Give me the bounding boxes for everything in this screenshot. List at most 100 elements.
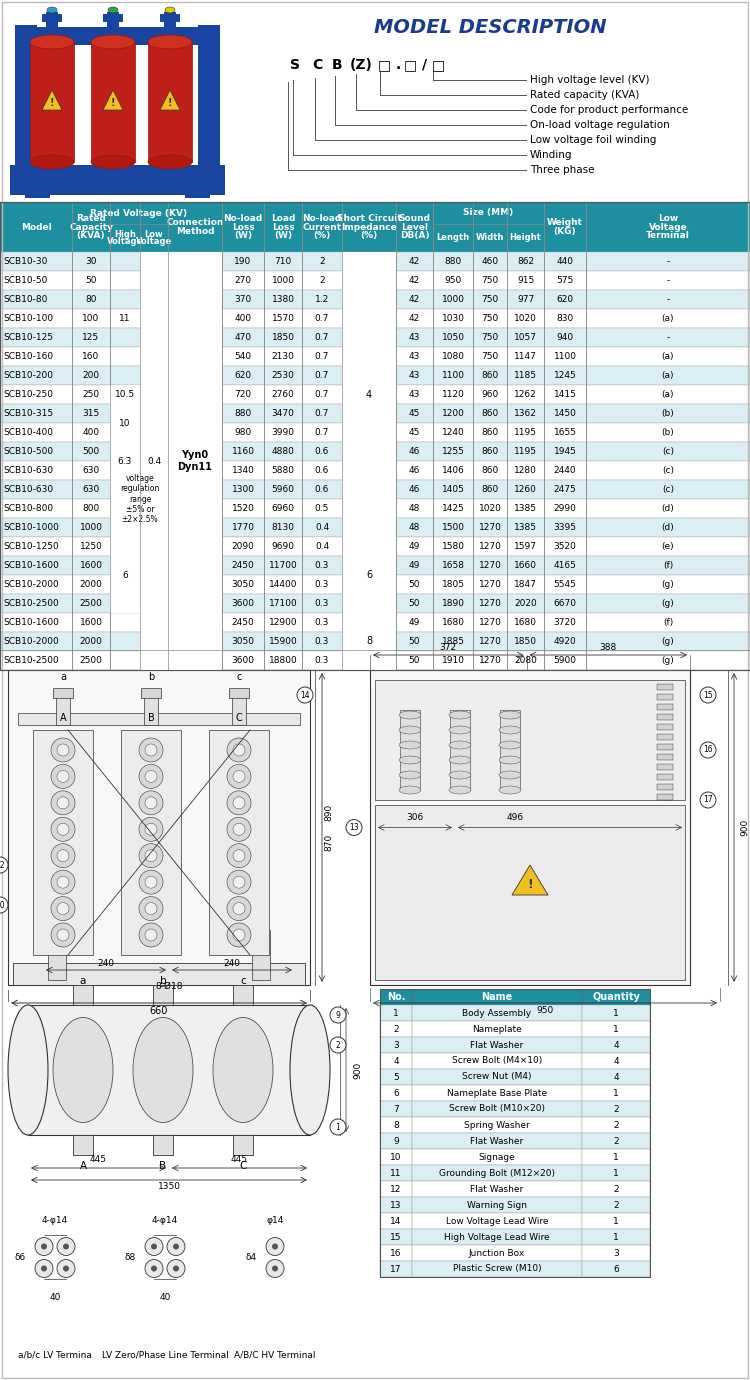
Text: 1000: 1000 [80,523,103,533]
Text: 890: 890 [324,805,333,821]
Bar [0,500,750,518]
Bar [0,201,72,253]
Text: 1020: 1020 [478,504,502,513]
Text: Grounding Bolt (M12×20): Grounding Bolt (M12×20) [439,1169,555,1177]
Circle shape [51,817,75,842]
Text: A: A [80,1161,86,1172]
Bar [141,689,161,698]
Text: 750: 750 [482,333,499,342]
Text: S: S [290,58,300,72]
Text: 1270: 1270 [478,656,502,665]
Text: c: c [236,672,242,682]
Text: 40: 40 [50,1293,61,1301]
Ellipse shape [30,155,74,168]
Text: 830: 830 [556,315,574,323]
Ellipse shape [91,34,135,50]
Text: C: C [312,58,322,72]
Text: Length: Length [436,233,470,243]
Text: a: a [80,976,86,985]
Text: 12900: 12900 [268,618,297,627]
Bar [0,461,750,480]
Text: SCB10-1600: SCB10-1600 [3,562,58,570]
Bar [48,930,66,980]
Text: 1340: 1340 [232,466,254,475]
Bar [73,1134,93,1155]
Bar [0,424,750,442]
Bar [582,1165,650,1181]
Text: 940: 940 [556,333,574,342]
Bar [56,696,70,724]
Text: 1300: 1300 [232,484,254,494]
Bar [380,1085,412,1101]
Text: 915: 915 [517,276,534,286]
Text: 370: 370 [234,295,251,304]
Text: MODEL DESCRIPTION: MODEL DESCRIPTION [374,18,606,37]
Bar [140,224,168,253]
Bar [380,1261,412,1276]
Circle shape [227,897,251,920]
Text: 6670: 6670 [554,599,577,609]
Bar [110,385,140,404]
Text: 315: 315 [82,408,100,418]
Circle shape [700,742,716,758]
Circle shape [346,820,362,835]
Bar [0,632,750,651]
Text: 100: 100 [82,315,100,323]
Text: 45: 45 [409,428,420,437]
Text: 3: 3 [393,1041,399,1050]
Circle shape [139,738,163,762]
Text: Screw Bolt (M4×10): Screw Bolt (M4×10) [452,1057,542,1065]
Text: On-load voltage regulation: On-load voltage regulation [530,120,670,130]
Text: !: ! [527,879,532,891]
Text: 1850: 1850 [272,333,295,342]
Text: SCB10-125: SCB10-125 [3,333,53,342]
Text: 1020: 1020 [514,315,537,323]
Text: (a): (a) [662,352,674,362]
Text: 1147: 1147 [514,352,537,362]
Text: 1406: 1406 [442,466,464,475]
Text: 40: 40 [159,1293,171,1301]
Ellipse shape [449,711,471,719]
Text: 750: 750 [482,295,499,304]
Circle shape [145,824,157,835]
Text: 240: 240 [224,959,241,967]
Bar [42,14,62,22]
Text: SCB10-800: SCB10-800 [3,504,53,513]
Text: 630: 630 [82,466,100,475]
Text: Yyn0
Dyn11: Yyn0 Dyn11 [178,450,212,472]
Bar [185,186,210,197]
Text: 1600: 1600 [80,562,103,570]
Text: 5900: 5900 [554,656,577,665]
Text: 750: 750 [482,315,499,323]
Ellipse shape [47,7,57,12]
Bar [412,1213,582,1230]
Text: Sound: Sound [398,214,430,224]
Circle shape [297,687,313,702]
Circle shape [139,871,163,894]
Text: Current: Current [302,222,341,232]
Ellipse shape [449,771,471,778]
Ellipse shape [290,1005,330,1134]
Text: a: a [60,672,66,682]
Text: 5960: 5960 [272,484,295,494]
Circle shape [266,1260,284,1278]
Bar [582,989,650,1005]
Text: 15: 15 [704,690,712,700]
Ellipse shape [91,155,135,168]
Text: 1805: 1805 [442,580,464,589]
Text: Width: Width [476,233,504,243]
Text: 1: 1 [336,1122,340,1132]
Ellipse shape [30,34,74,50]
Bar [342,201,396,253]
Text: 1: 1 [614,1009,619,1017]
Text: a/b/c LV Termina: a/b/c LV Termina [18,1351,92,1359]
Text: Voltage: Voltage [649,222,687,232]
Text: 445: 445 [90,1155,107,1163]
Text: A: A [60,713,66,723]
Text: 3520: 3520 [554,542,577,551]
Bar [433,201,544,224]
Text: Flat Washer: Flat Washer [470,1137,524,1145]
Circle shape [145,796,157,809]
Text: (W): (W) [234,230,252,240]
Text: B: B [160,1161,166,1172]
